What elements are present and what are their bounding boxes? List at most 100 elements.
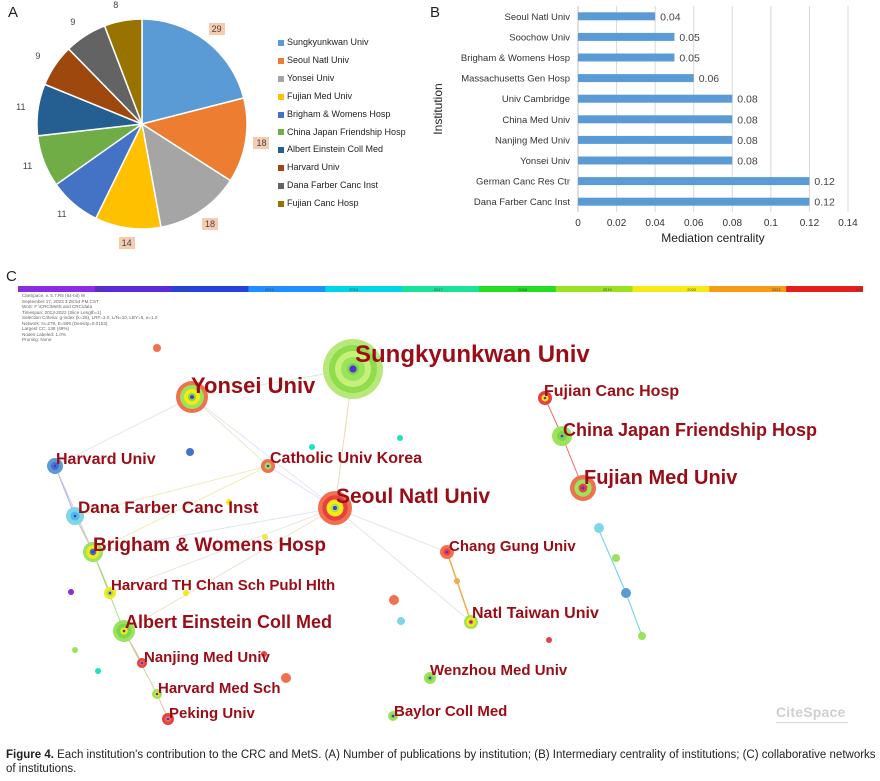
metadata-line: Timespan: 2013-2022 (Slice Length=1)	[22, 309, 102, 315]
x-tick-label: 0.06	[684, 218, 704, 229]
legend-label: Harvard Univ	[287, 162, 340, 173]
node-core	[469, 620, 473, 624]
collaboration-network: 2013 2014 2015 2016 2017 2018 2019 2020 2021 2022	[18, 286, 863, 725]
network-edge	[92, 507, 336, 553]
node-wenzhou-med-univ	[424, 672, 436, 684]
legend-label: Sungkyunkwan Univ	[287, 37, 369, 47]
category-label: Dana Farber Canc Inst	[474, 197, 570, 208]
legend-item: Dana Farber Canc Inst	[278, 177, 406, 195]
node-nanjing-med-univ	[137, 658, 147, 668]
network-edge	[446, 551, 472, 623]
node-label-albert-einstein-coll-med: Albert Einstein Coll Med	[125, 612, 333, 632]
pie-value-label: 29	[208, 23, 225, 36]
timeline-year-label: 2019	[603, 287, 613, 292]
legend-swatch	[278, 165, 284, 172]
legend-swatch	[278, 183, 284, 190]
network-node-small	[72, 647, 78, 653]
node-peking-univ	[162, 713, 174, 725]
network-edge	[334, 507, 448, 553]
network-node-small	[226, 499, 232, 505]
timeline-segment	[555, 286, 634, 292]
network-node-small	[261, 651, 267, 657]
legend-item: Fujian Med Univ	[278, 88, 406, 106]
bar-value-label: 0.12	[814, 197, 835, 209]
node-harvard-univ	[47, 458, 63, 474]
network-node-small	[68, 589, 74, 595]
node-label-fujian-med-univ: Fujian Med Univ	[584, 467, 738, 489]
network-node-small	[594, 523, 604, 533]
x-tick-label: 0.02	[607, 218, 627, 229]
pie-slice-fujian-canc-hosp	[103, 18, 143, 125]
legend-label: Albert Einstein Coll Med	[287, 144, 384, 155]
timeline-year-label: 2021	[772, 287, 782, 292]
x-tick-label: 0	[575, 218, 581, 229]
legend-swatch	[278, 201, 284, 208]
node-label-china-japan-friendship-hosp: China Japan Friendship Hosp	[563, 420, 818, 440]
timeline-year-label: 2017	[434, 287, 444, 292]
metadata-line: September 17, 2023 3:28:54 PM CST	[22, 298, 99, 304]
network-edge	[54, 396, 193, 467]
node-core	[91, 550, 95, 554]
legend-item: Brigham & Womens Hosp	[278, 106, 406, 124]
metadata-line: Nodes Labeled: 1.0%	[22, 331, 66, 337]
node-label-seoul-natl-univ: Seoul Natl Univ	[336, 485, 491, 508]
node-core	[560, 434, 564, 438]
legend-swatch	[278, 75, 284, 82]
bar-value-label: 0.05	[679, 53, 700, 65]
node-baylor-coll-med	[388, 711, 398, 721]
bar-massachusetts-gen-hosp	[578, 74, 694, 83]
legend-item: Albert Einstein Coll Med	[278, 141, 406, 159]
caption-text: Each institution's contribution to the C…	[6, 749, 876, 775]
network-nodes	[47, 339, 646, 725]
category-label: Yonsei Univ	[520, 156, 570, 167]
node-fujian-canc-hosp	[538, 391, 552, 405]
metadata-line: Network: N=279, E=595 (Density=0.0153)	[22, 320, 108, 326]
bar-value-label: 0.08	[737, 114, 758, 126]
x-tick-label: 0.04	[645, 218, 665, 229]
node-harvard-med-sch	[152, 689, 162, 699]
timeline-segment	[94, 286, 173, 292]
node-label-harvard-th-chan-sch-publ-hlth: Harvard TH Chan Sch Publ Hlth	[111, 577, 336, 594]
node-sungkyunkwan-univ	[323, 339, 383, 399]
metadata-line: Pruning: None	[22, 337, 52, 342]
timeline-bar: 2013 2014 2015 2016 2017 2018 2019 2020 2021 2022	[18, 286, 863, 292]
pie-value-label: 18	[253, 137, 270, 150]
pie-value-label: 9	[35, 51, 41, 62]
timeline-segment	[248, 286, 326, 292]
network-edge	[334, 507, 472, 623]
timeline-year-label: 2015	[265, 287, 275, 292]
node-core	[445, 550, 449, 554]
category-label: Brigham & Womens Hosp	[461, 53, 570, 64]
network-node-small	[262, 534, 268, 540]
node-chang-gung-univ	[440, 545, 454, 559]
bar-value-label: 0.06	[699, 73, 720, 85]
x-tick-label: 0.08	[723, 218, 743, 229]
bar-seoul-natl-univ	[578, 12, 656, 21]
timeline-segment	[402, 286, 480, 292]
figure-caption: Figure 4. Each institution's contributio…	[6, 748, 878, 776]
category-label: China Med Univ	[502, 115, 570, 126]
node-core	[332, 505, 338, 511]
pie-value-label: 14	[118, 236, 135, 249]
x-tick-label: 0.12	[800, 218, 820, 229]
legend-swatch	[278, 93, 284, 100]
x-tick-label: 0.14	[838, 218, 858, 229]
node-brigham-womens-hosp	[83, 542, 103, 562]
node-harvard-th-chan	[104, 587, 116, 599]
category-label: Massachusetts Gen Hosp	[461, 74, 570, 85]
network-node-small	[638, 632, 646, 640]
legend-item: Yonsei Univ	[278, 70, 406, 88]
network-edge	[74, 465, 269, 517]
legend-label: China Japan Friendship Hosp	[287, 126, 406, 137]
timeline-segment	[18, 286, 96, 292]
node-core	[53, 464, 57, 468]
bar-value-label: 0.08	[737, 156, 758, 168]
timeline-year-label: 2016	[349, 287, 359, 292]
legend-label: Seoul Natl Univ	[287, 54, 350, 65]
category-label: German Canc Res Ctr	[476, 177, 570, 188]
category-label: Nanjing Med Univ	[495, 135, 570, 146]
panel-a-letter: A	[8, 4, 19, 21]
timeline-segment	[325, 286, 403, 292]
node-core	[428, 676, 432, 680]
